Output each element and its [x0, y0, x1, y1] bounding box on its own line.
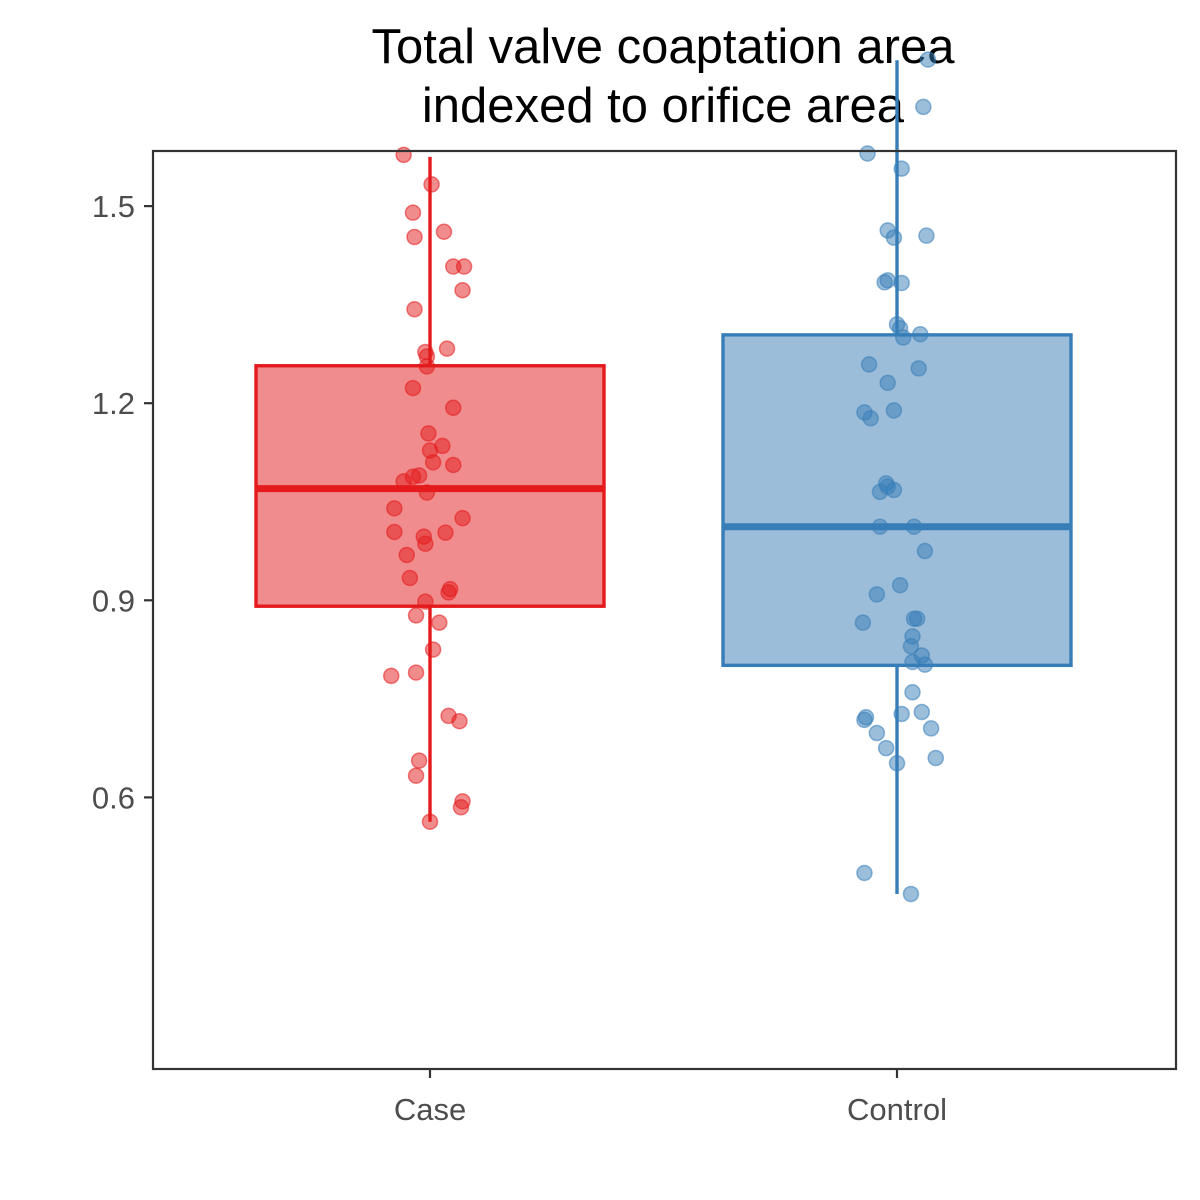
data-point-control-10	[913, 703, 931, 721]
data-point-case-22	[386, 500, 403, 517]
data-point-control-9	[893, 705, 910, 723]
chart-title-line-1: Total valve coaptation area	[372, 20, 956, 74]
data-point-control-20	[868, 586, 886, 603]
chart-title-line-2: indexed to orifice area	[422, 79, 905, 133]
data-point-control-14	[913, 647, 931, 664]
data-point-control-0	[902, 885, 920, 903]
data-point-control-30	[856, 404, 873, 421]
data-point-control-34	[860, 356, 878, 373]
data-point-case-11	[407, 607, 425, 624]
data-point-control-5	[868, 724, 886, 742]
data-point-case-18	[415, 528, 433, 545]
data-point-control-1	[856, 864, 873, 882]
data-point-case-2	[454, 793, 471, 810]
data-point-case-9	[424, 641, 442, 658]
data-point-case-38	[406, 300, 423, 318]
box-group-case	[254, 146, 606, 830]
data-point-control-39	[893, 274, 910, 292]
data-point-case-0	[421, 813, 439, 830]
data-point-case-37	[438, 340, 456, 357]
data-point-control-23	[871, 518, 889, 535]
data-point-case-12	[417, 593, 434, 610]
data-point-case-14	[441, 580, 459, 598]
data-point-case-32	[445, 399, 462, 417]
plot-area	[254, 51, 1073, 903]
box-group-control	[721, 51, 1073, 903]
y-tick-label: 1.2	[92, 386, 135, 421]
data-point-control-33	[910, 360, 927, 377]
data-point-case-42	[406, 228, 423, 246]
data-point-case-44	[404, 204, 422, 221]
data-point-case-45	[423, 176, 440, 193]
panel-border	[151, 149, 1178, 1071]
data-point-case-31	[420, 425, 437, 442]
data-point-case-7	[383, 667, 400, 685]
x-tick-label-control: Control	[847, 1092, 947, 1127]
data-point-control-22	[916, 542, 934, 560]
data-point-case-15	[401, 569, 419, 587]
data-point-case-36	[417, 343, 434, 361]
data-point-control-43	[918, 227, 935, 244]
data-point-control-41	[879, 272, 896, 289]
data-point-control-4	[877, 739, 895, 757]
data-point-control-11	[904, 684, 921, 701]
data-point-case-30	[434, 437, 451, 455]
data-point-case-27	[445, 456, 462, 474]
data-point-control-36	[912, 325, 929, 343]
data-point-control-17	[854, 614, 872, 631]
data-point-case-10	[431, 614, 448, 631]
data-point-case-6	[440, 707, 457, 725]
box-control	[721, 333, 1073, 668]
data-point-control-21	[891, 576, 909, 594]
data-point-control-3	[927, 749, 944, 767]
data-point-case-8	[407, 664, 425, 681]
data-point-control-48	[919, 51, 937, 68]
data-point-case-21	[454, 509, 471, 527]
y-tick-label: 0.6	[92, 780, 135, 815]
data-point-case-43	[435, 223, 453, 240]
data-point-control-47	[915, 98, 932, 116]
data-point-control-8	[857, 708, 875, 726]
data-point-case-19	[437, 524, 454, 541]
x-tick-label-case: Case	[394, 1092, 466, 1127]
y-tick-label: 1.5	[92, 189, 135, 224]
data-point-case-3	[407, 767, 425, 784]
data-point-control-46	[859, 145, 876, 162]
data-point-control-31	[885, 402, 903, 419]
data-point-case-33	[404, 379, 422, 397]
data-point-control-44	[879, 222, 896, 239]
data-point-case-16	[398, 546, 415, 564]
y-tick-label: 0.9	[92, 583, 135, 618]
data-point-control-19	[905, 610, 923, 627]
data-point-control-32	[879, 374, 896, 392]
data-point-control-2	[888, 754, 906, 772]
data-point-case-26	[410, 467, 428, 484]
data-point-case-23	[418, 484, 436, 501]
data-point-case-39	[454, 281, 471, 299]
data-point-case-46	[395, 146, 412, 164]
data-point-control-45	[893, 160, 910, 177]
data-point-case-41	[455, 258, 473, 275]
data-point-control-16	[904, 628, 921, 645]
data-point-control-24	[905, 518, 923, 535]
data-point-control-38	[888, 316, 906, 333]
data-point-control-6	[922, 720, 940, 737]
data-point-control-28	[877, 475, 895, 492]
data-point-case-4	[410, 752, 428, 769]
axes: 0.6 0.9 1.2 1.5 Case Control	[92, 189, 947, 1127]
data-point-case-20	[386, 523, 403, 541]
